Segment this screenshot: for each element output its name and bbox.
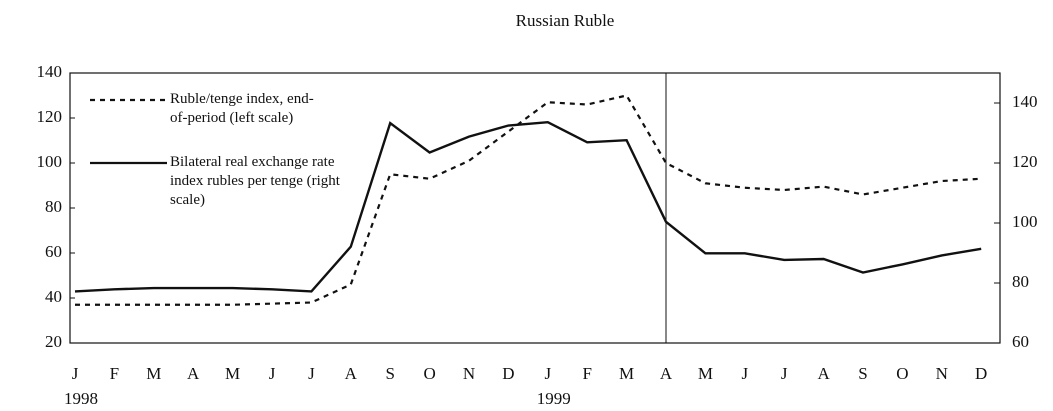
y-tick-label: 40 bbox=[45, 287, 62, 306]
y2-tick-label: 140 bbox=[1012, 92, 1038, 111]
y-tick-label: 140 bbox=[37, 62, 63, 81]
y-tick-label: 100 bbox=[37, 152, 63, 171]
legend-entry: Bilateral real exchange rate index ruble… bbox=[170, 154, 340, 208]
x-tick-label: J bbox=[544, 364, 551, 383]
legend-entry: Ruble/tenge index, end-of-period (left s… bbox=[170, 91, 314, 126]
x-tick-label: O bbox=[896, 364, 908, 383]
x-tick-label: D bbox=[975, 364, 987, 383]
x-tick-label: J bbox=[741, 364, 748, 383]
x-tick-label: S bbox=[858, 364, 867, 383]
legend-label: Ruble/tenge index, end-of-period (left s… bbox=[170, 91, 314, 126]
x-tick-label: J bbox=[269, 364, 276, 383]
series-line bbox=[74, 120, 982, 293]
x-tick-label: J bbox=[308, 364, 315, 383]
y-tick-label: 20 bbox=[45, 332, 62, 351]
x-tick-label: J bbox=[72, 364, 79, 383]
y-tick-label: 60 bbox=[45, 242, 62, 261]
x-tick-label: M bbox=[619, 364, 634, 383]
x-tick-label: O bbox=[423, 364, 435, 383]
x-tick-label: D bbox=[502, 364, 514, 383]
x-tick-label: N bbox=[463, 364, 475, 383]
x-tick-label: F bbox=[110, 364, 119, 383]
y-tick-label: 80 bbox=[45, 197, 62, 216]
x-tick-label: M bbox=[225, 364, 240, 383]
x-tick-label: A bbox=[345, 364, 358, 383]
x-tick-label: A bbox=[817, 364, 830, 383]
x-group-label: 1998 bbox=[64, 389, 98, 408]
x-group-label: 1999 bbox=[537, 389, 571, 408]
y2-tick-label: 80 bbox=[1012, 272, 1029, 291]
series-line bbox=[75, 94, 982, 306]
x-tick-label: A bbox=[660, 364, 673, 383]
y2-tick-label: 60 bbox=[1012, 332, 1029, 351]
x-tick-label: J bbox=[781, 364, 788, 383]
y2-tick-label: 100 bbox=[1012, 212, 1038, 231]
y-tick-label: 120 bbox=[37, 107, 63, 126]
x-tick-label: A bbox=[187, 364, 200, 383]
chart-title: Russian Ruble bbox=[516, 11, 615, 30]
legend-label: Bilateral real exchange rate index ruble… bbox=[170, 154, 340, 208]
x-tick-label: M bbox=[698, 364, 713, 383]
x-tick-label: M bbox=[146, 364, 161, 383]
x-tick-label: F bbox=[582, 364, 591, 383]
x-tick-label: N bbox=[936, 364, 948, 383]
x-tick-label: S bbox=[385, 364, 394, 383]
y2-tick-label: 120 bbox=[1012, 152, 1038, 171]
